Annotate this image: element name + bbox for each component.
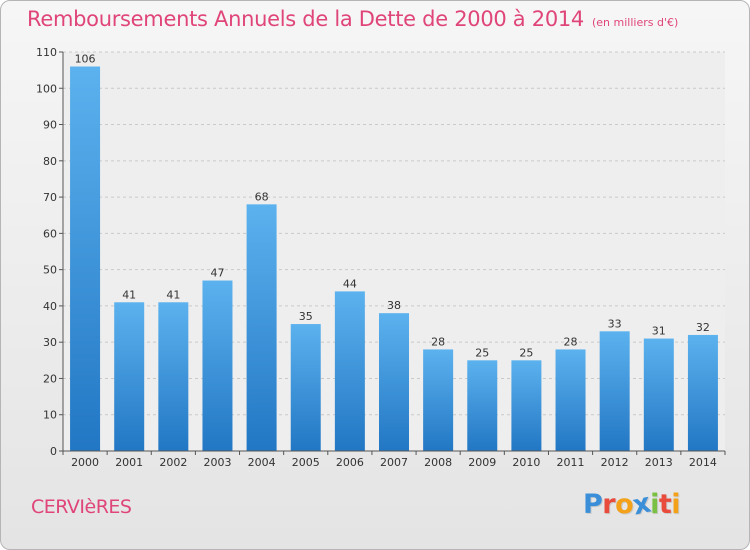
bar-value-label: 28 bbox=[431, 335, 445, 348]
logo-letter: P bbox=[583, 489, 603, 520]
logo-letter: r bbox=[602, 489, 616, 520]
bar bbox=[158, 302, 189, 451]
y-tick-label: 60 bbox=[43, 227, 57, 240]
x-tick-label: 2008 bbox=[424, 456, 452, 469]
x-tick-label: 2001 bbox=[115, 456, 143, 469]
x-tick-label: 2013 bbox=[645, 456, 673, 469]
y-tick-label: 50 bbox=[43, 264, 57, 277]
bar bbox=[202, 280, 233, 451]
x-tick-label: 2014 bbox=[689, 456, 717, 469]
bar-value-label: 28 bbox=[564, 335, 578, 348]
y-tick-label: 0 bbox=[50, 445, 57, 458]
axes: 0 10 20 30 40 50 60 70 80 90 100 110 2000 2001 2002 200… bbox=[36, 46, 726, 469]
bar-value-label: 41 bbox=[122, 288, 136, 301]
bar bbox=[70, 66, 101, 451]
x-tick-label: 2009 bbox=[468, 456, 496, 469]
bar-value-label: 33 bbox=[608, 317, 622, 330]
x-tick-label: 2011 bbox=[557, 456, 585, 469]
x-tick-label: 2006 bbox=[336, 456, 364, 469]
proxiti-logo: Proxiti bbox=[583, 488, 681, 522]
bar bbox=[423, 349, 454, 451]
bar-value-label: 38 bbox=[387, 299, 401, 312]
logo-letter: t bbox=[658, 489, 672, 520]
bar-value-label: 68 bbox=[255, 190, 269, 203]
y-tick-label: 40 bbox=[43, 300, 57, 313]
bar bbox=[290, 324, 321, 451]
bar bbox=[643, 338, 674, 451]
bars: 106 41 41 47 68 35 44 38 28 25 25 28 33 31 32 bbox=[70, 53, 718, 451]
bar bbox=[599, 331, 630, 451]
bar-value-label: 106 bbox=[75, 53, 96, 66]
commune-name: CERVIèRES bbox=[31, 496, 132, 518]
bar-value-label: 35 bbox=[299, 310, 313, 323]
logo-letter: i bbox=[671, 489, 681, 520]
bar bbox=[334, 291, 365, 451]
bar bbox=[246, 204, 277, 451]
bar bbox=[114, 302, 145, 451]
x-tick-label: 2012 bbox=[601, 456, 629, 469]
chart-title-text: Remboursements Annuels de la Dette de 20… bbox=[27, 7, 584, 31]
bar bbox=[467, 360, 498, 451]
x-tick-label: 2002 bbox=[159, 456, 187, 469]
y-tick-label: 100 bbox=[36, 82, 57, 95]
bar-value-label: 47 bbox=[210, 267, 224, 280]
bar-value-label: 44 bbox=[343, 277, 357, 290]
logo-letter: i bbox=[650, 489, 659, 520]
bar-value-label: 25 bbox=[519, 346, 533, 359]
x-tick-label: 2000 bbox=[71, 456, 99, 469]
bar-value-label: 32 bbox=[696, 321, 710, 334]
y-tick-label: 70 bbox=[43, 191, 57, 204]
x-tick-label: 2004 bbox=[248, 456, 276, 469]
x-tick-label: 2007 bbox=[380, 456, 408, 469]
chart-subtitle: (en milliers d'€) bbox=[592, 16, 679, 29]
bar-value-label: 31 bbox=[652, 325, 666, 338]
bar bbox=[511, 360, 542, 451]
y-tick-label: 90 bbox=[43, 119, 57, 132]
x-tick-label: 2003 bbox=[203, 456, 231, 469]
bar bbox=[687, 334, 718, 451]
bar-value-label: 41 bbox=[166, 288, 180, 301]
bar bbox=[379, 313, 409, 451]
y-tick-label: 20 bbox=[43, 372, 57, 385]
chart-title: Remboursements Annuels de la Dette de 20… bbox=[27, 7, 678, 31]
x-tick-label: 2010 bbox=[512, 456, 540, 469]
y-tick-label: 30 bbox=[43, 336, 57, 349]
y-tick-label: 10 bbox=[43, 409, 57, 422]
bar-value-label: 25 bbox=[475, 346, 489, 359]
x-tick-label: 2005 bbox=[292, 456, 320, 469]
y-tick-label: 80 bbox=[43, 155, 57, 168]
y-tick-label: 110 bbox=[36, 46, 57, 59]
logo-letter: o bbox=[615, 489, 634, 520]
bar bbox=[555, 349, 586, 451]
